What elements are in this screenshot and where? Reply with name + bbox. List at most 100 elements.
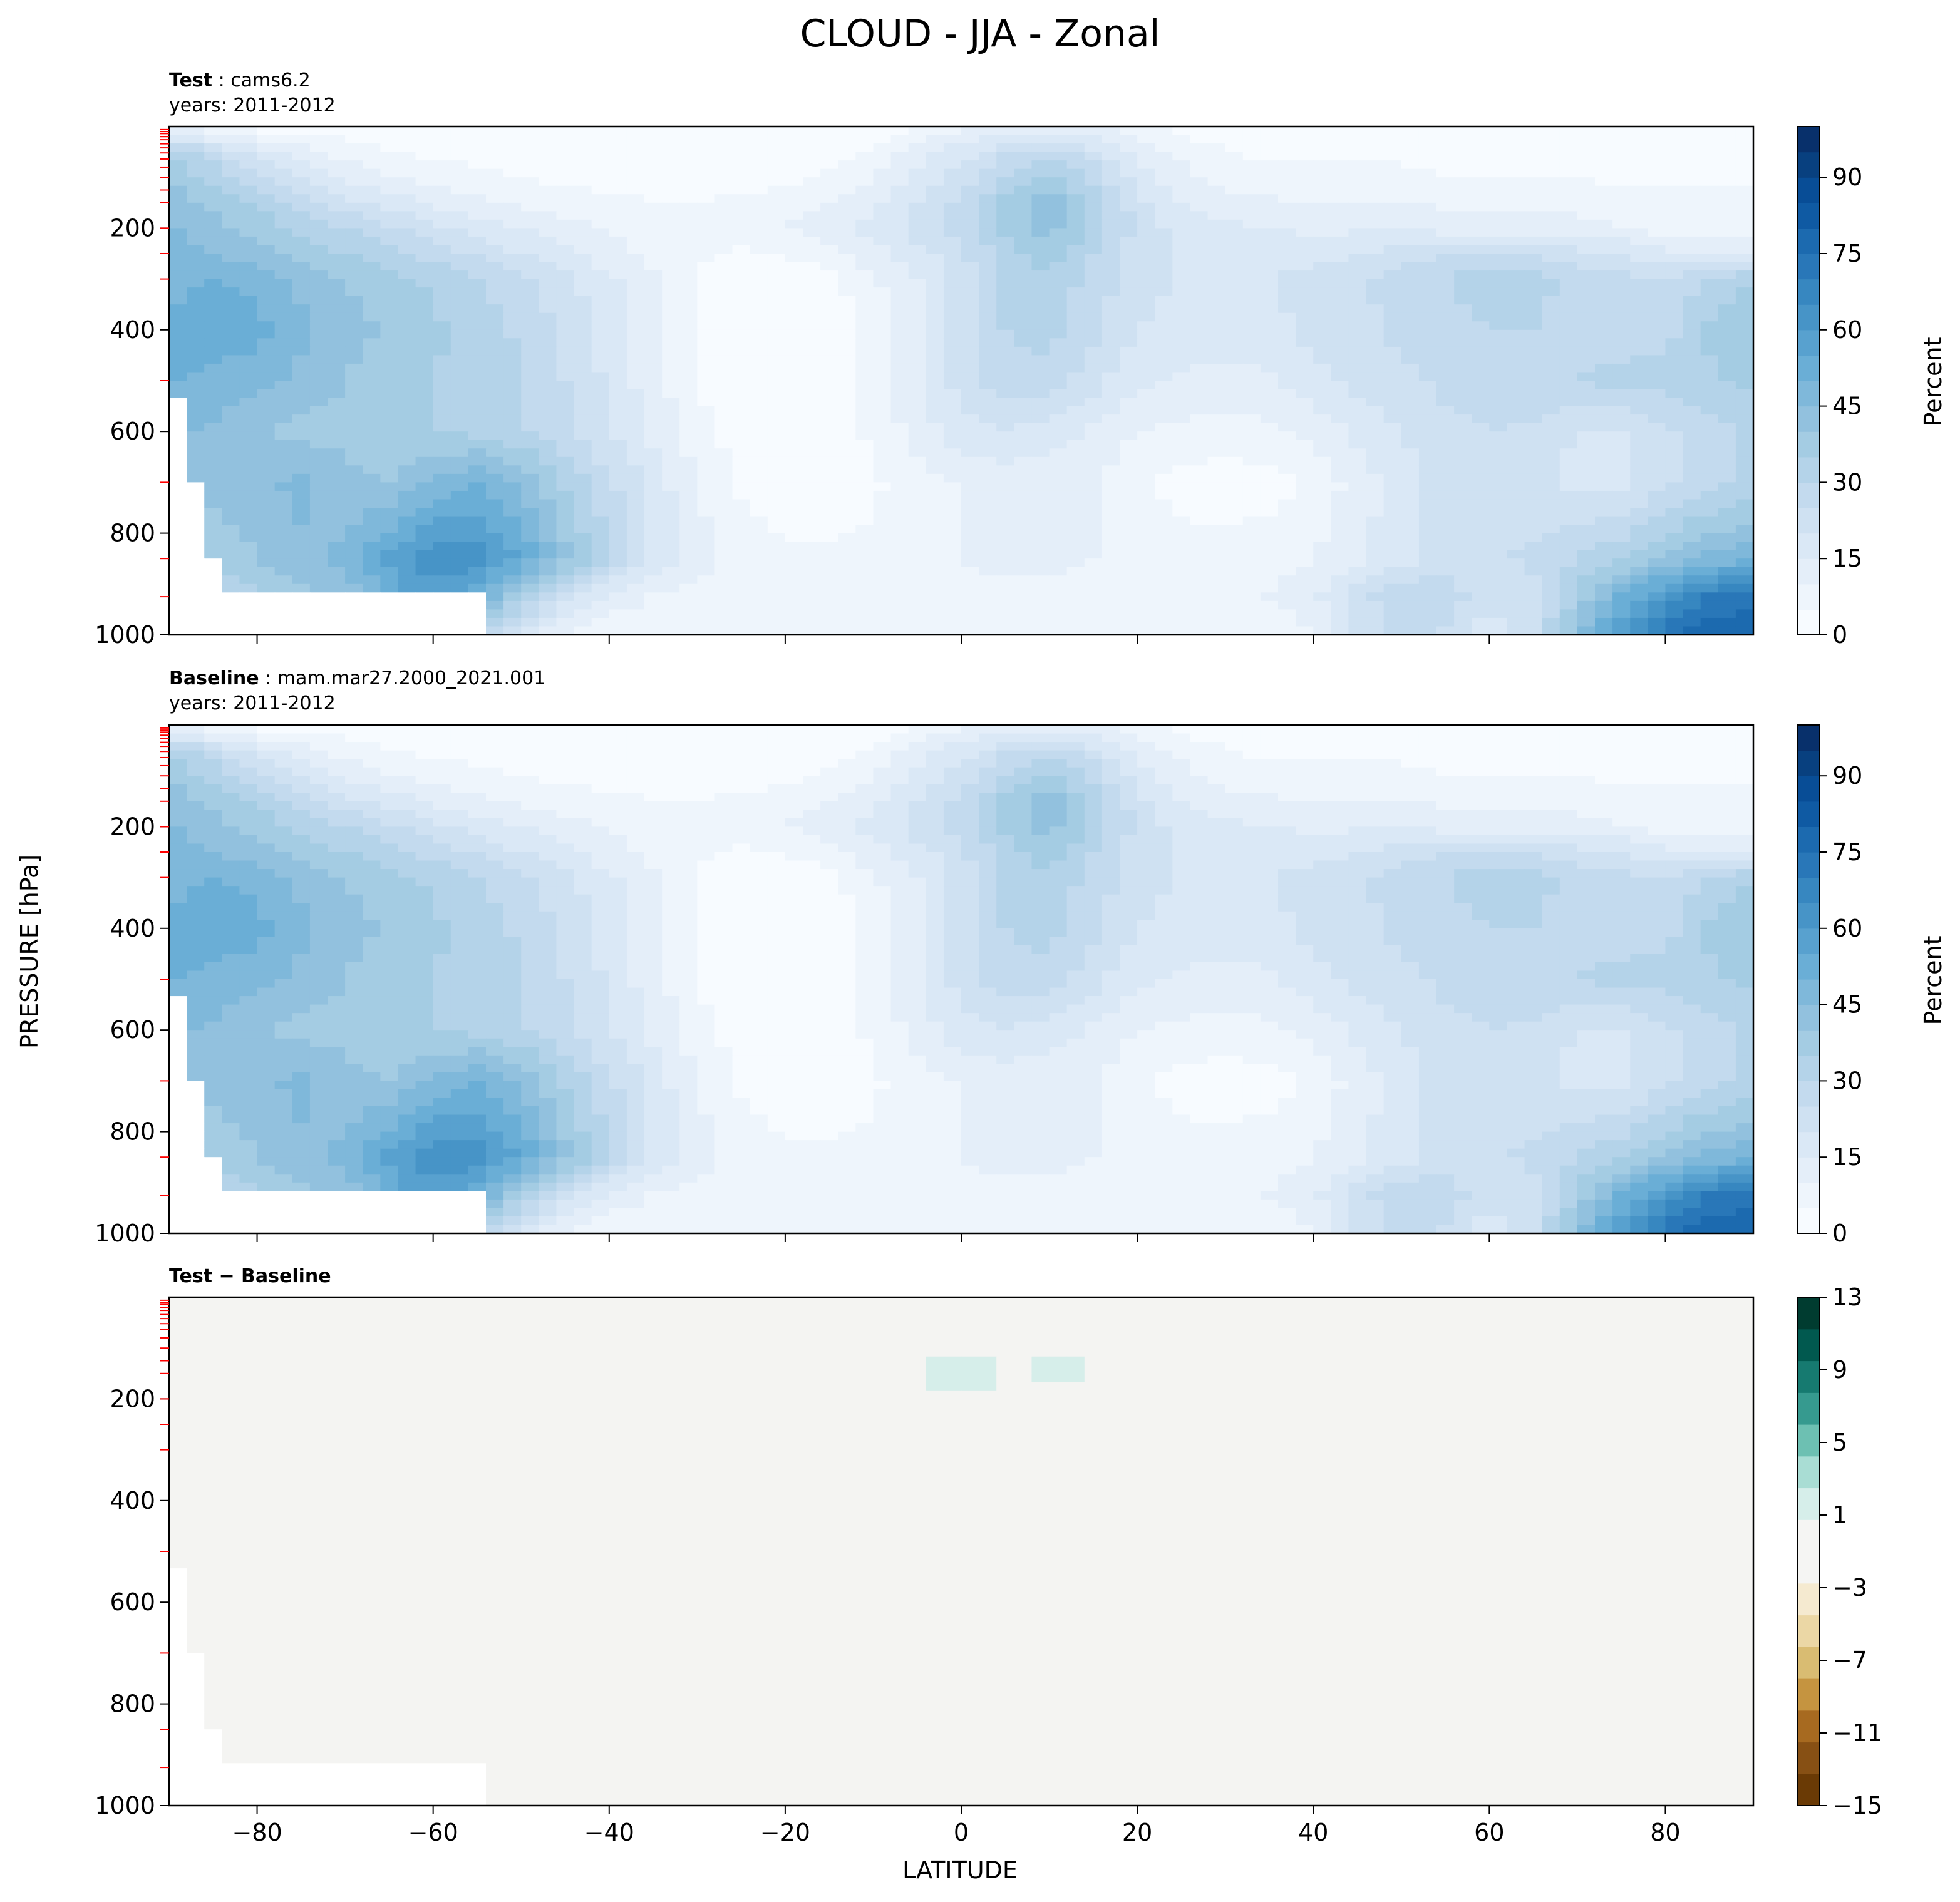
contour-cell [1454, 414, 1472, 424]
contour-cell [1313, 338, 1331, 347]
contour-cell [574, 482, 592, 491]
contour-cell [750, 448, 768, 458]
contour-cell [1049, 499, 1068, 508]
contour-cell [644, 575, 663, 585]
contour-cell [309, 185, 328, 195]
contour-cell [1683, 177, 1701, 187]
contour-cell [345, 372, 363, 381]
contour-cell [398, 533, 416, 542]
contour-cell [1700, 482, 1719, 491]
contour-cell [1542, 372, 1560, 381]
contour-cell [609, 262, 627, 271]
contour-cell [1630, 525, 1648, 534]
contour-cell [1190, 372, 1209, 381]
contour-cell [1418, 160, 1437, 170]
contour-cell [1331, 355, 1349, 364]
contour-cell [1207, 423, 1226, 432]
contour-cell [1207, 202, 1226, 212]
contour-cell [1612, 202, 1631, 212]
contour-cell [363, 575, 381, 585]
contour-cell [309, 456, 328, 466]
contour-cell [838, 398, 856, 407]
contour-cell [1454, 567, 1472, 576]
contour-cell [926, 406, 944, 415]
contour-cell [714, 270, 733, 280]
contour-cell [1524, 465, 1543, 475]
contour-cell [574, 473, 592, 483]
contour-cell [187, 338, 205, 347]
contour-cell [574, 363, 592, 373]
contour-cell [855, 279, 874, 288]
contour-cell [626, 490, 645, 500]
contour-cell [433, 296, 451, 305]
contour-cell [328, 270, 346, 280]
contour-cell [486, 202, 504, 212]
contour-cell [204, 346, 222, 356]
contour-cell [539, 363, 557, 373]
contour-cell [328, 135, 346, 144]
contour-cell [1524, 525, 1543, 534]
contour-cell [328, 228, 346, 237]
contour-cell [1595, 440, 1613, 449]
contour-cell [556, 236, 575, 246]
contour-cell [626, 465, 645, 475]
contour-cell [1454, 228, 1472, 237]
contour-cell [1559, 304, 1578, 314]
contour-cell [1436, 431, 1455, 441]
contour-cell [169, 296, 187, 305]
contour-cell [1612, 381, 1631, 390]
contour-cell [1401, 550, 1420, 559]
contour-cell [398, 583, 416, 593]
contour-cell [1436, 542, 1455, 551]
contour-cell [398, 304, 416, 314]
contour-cell [1559, 211, 1578, 220]
contour-cell [855, 567, 874, 576]
contour-cell [873, 202, 892, 212]
contour-cell [486, 338, 504, 347]
contour-cell [292, 473, 311, 483]
contour-cell [943, 558, 962, 568]
contour-cell [539, 126, 557, 136]
contour-cell [1155, 516, 1173, 525]
contour-cell [1665, 550, 1684, 559]
contour-cell [503, 254, 522, 263]
contour-cell [1155, 160, 1173, 170]
contour-cell [222, 525, 240, 534]
contour-cell [486, 185, 504, 195]
contour-cell [380, 168, 399, 178]
contour-cell [644, 346, 663, 356]
contour-cell [1172, 321, 1191, 331]
contour-cell [750, 152, 768, 161]
contour-cell [591, 575, 610, 585]
contour-cell [1595, 381, 1613, 390]
contour-cell [1383, 567, 1402, 576]
contour-cell [838, 185, 856, 195]
contour-cell [1331, 482, 1349, 491]
contour-cell [750, 160, 768, 170]
contour-cell [1595, 490, 1613, 500]
contour-cell [1225, 567, 1244, 576]
contour-cell [1436, 372, 1455, 381]
contour-cell [1348, 254, 1367, 263]
contour-cell [943, 287, 962, 297]
contour-cell [714, 440, 733, 449]
contour-cell [204, 525, 222, 534]
contour-cell [1418, 194, 1437, 203]
contour-cell [1648, 202, 1666, 212]
contour-cell [1260, 321, 1279, 331]
contour-cell [1242, 279, 1261, 288]
contour-cell [1436, 270, 1455, 280]
contour-cell [1718, 219, 1736, 229]
contour-cell [204, 135, 222, 144]
contour-cell [415, 363, 434, 373]
contour-cell [855, 245, 874, 254]
contour-cell [1242, 448, 1261, 458]
contour-cell [855, 126, 874, 136]
contour-cell [222, 279, 240, 288]
contour-cell [1313, 126, 1331, 136]
contour-cell [1700, 126, 1719, 136]
contour-cell [1331, 456, 1349, 466]
contour-cell [1524, 211, 1543, 220]
contour-cell [714, 542, 733, 551]
contour-cell [556, 304, 575, 314]
